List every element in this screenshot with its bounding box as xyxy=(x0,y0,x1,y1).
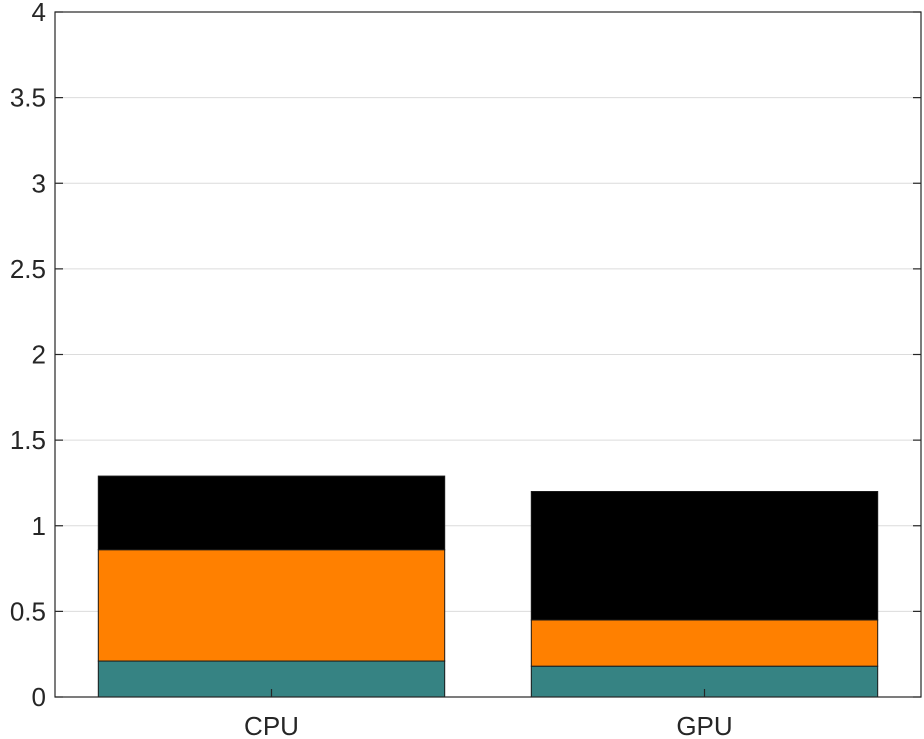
y-tick-label-3: 1.5 xyxy=(10,425,46,455)
y-tick-label-1: 0.5 xyxy=(10,596,46,626)
y-tick-label-8: 4 xyxy=(32,0,46,27)
x-axis-ticks: CPU GPU xyxy=(244,689,733,739)
y-tick-label-4: 2 xyxy=(32,340,46,370)
y-tick-label-6: 3 xyxy=(32,168,46,198)
y-axis-ticks: 0 0.5 1 1.5 2 2.5 3 3.5 4 xyxy=(10,0,921,712)
y-tick-label-2: 1 xyxy=(32,511,46,541)
bar-gpu-segment-1 xyxy=(530,619,879,667)
bar-layer xyxy=(97,475,879,698)
bar-gpu-segment-2 xyxy=(530,491,879,621)
y-tick-label-0: 0 xyxy=(32,682,46,712)
bar-cpu-segment-2 xyxy=(97,475,446,551)
y-tick-label-5: 2.5 xyxy=(10,254,46,284)
x-tick-label-1: GPU xyxy=(676,711,732,739)
bar-cpu-segment-1 xyxy=(97,549,446,662)
x-tick-label-0: CPU xyxy=(244,711,299,739)
y-tick-label-7: 3.5 xyxy=(10,83,46,113)
